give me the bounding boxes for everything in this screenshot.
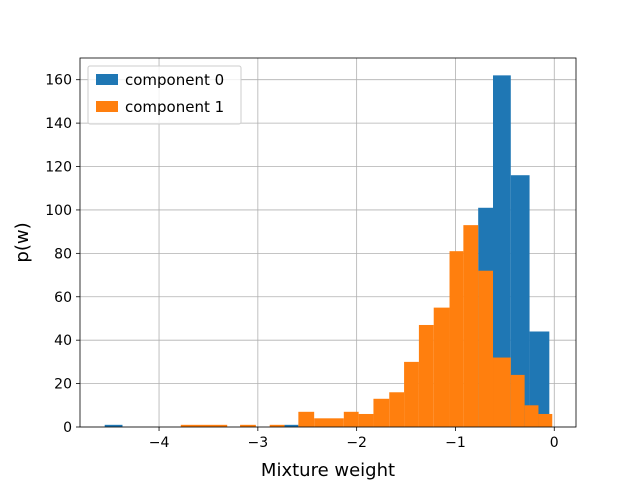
legend-swatch-component-0 (96, 74, 118, 85)
legend-label-component-1: component 1 (125, 98, 224, 116)
legend-label-component-0: component 0 (125, 71, 224, 89)
bar-component-1 (524, 405, 539, 427)
x-tick-label: −2 (346, 435, 367, 451)
y-tick-label: 20 (54, 377, 72, 393)
bar-component-1 (510, 374, 525, 427)
y-tick-label: 160 (45, 73, 72, 89)
x-tick-label: −1 (445, 435, 466, 451)
bar-component-1 (298, 411, 315, 427)
bar-component-0 (493, 75, 511, 427)
y-tick-label: 60 (54, 290, 72, 306)
bar-component-0 (529, 331, 550, 427)
y-tick-label: 40 (54, 333, 72, 349)
bar-component-1 (343, 411, 359, 427)
ticks: −4 −3 −2 −1 0 0 20 40 60 80 100 120 140 160 (45, 73, 558, 451)
y-tick-label: 140 (45, 116, 72, 132)
bar-component-1 (180, 424, 228, 427)
bar-component-1 (269, 424, 285, 427)
plot-frame (79, 57, 577, 428)
bar-component-1 (538, 413, 553, 427)
bar-component-1 (358, 413, 374, 427)
bar-component-1 (463, 225, 479, 427)
bar-component-0 (284, 424, 299, 427)
bar-component-1 (433, 307, 450, 427)
legend-swatch-component-1 (96, 101, 118, 112)
bars (104, 75, 553, 427)
y-axis-label: p(w) (12, 222, 33, 262)
legend-box (87, 65, 242, 125)
bar-component-0 (510, 175, 530, 427)
x-tick-label: −4 (149, 435, 170, 451)
bar-component-1 (493, 357, 511, 427)
x-tick-label: 0 (550, 435, 559, 451)
bar-component-1 (314, 418, 344, 427)
y-tick-label: 100 (45, 203, 72, 219)
bar-component-1 (389, 392, 405, 427)
bar-component-1 (478, 270, 494, 427)
bar-component-1 (373, 398, 390, 427)
x-tick-label: −3 (248, 435, 269, 451)
bar-component-1 (449, 251, 464, 427)
bar-component-1 (418, 324, 434, 427)
y-tick-label: 0 (63, 420, 72, 436)
legend: component 0 component 1 (87, 65, 242, 125)
y-tick-label: 120 (45, 160, 72, 176)
y-tick-label: 80 (54, 246, 72, 262)
bar-component-0 (104, 424, 123, 427)
bar-component-1 (240, 424, 256, 427)
x-axis-label: Mixture weight (261, 460, 395, 480)
bar-component-1 (404, 361, 419, 427)
